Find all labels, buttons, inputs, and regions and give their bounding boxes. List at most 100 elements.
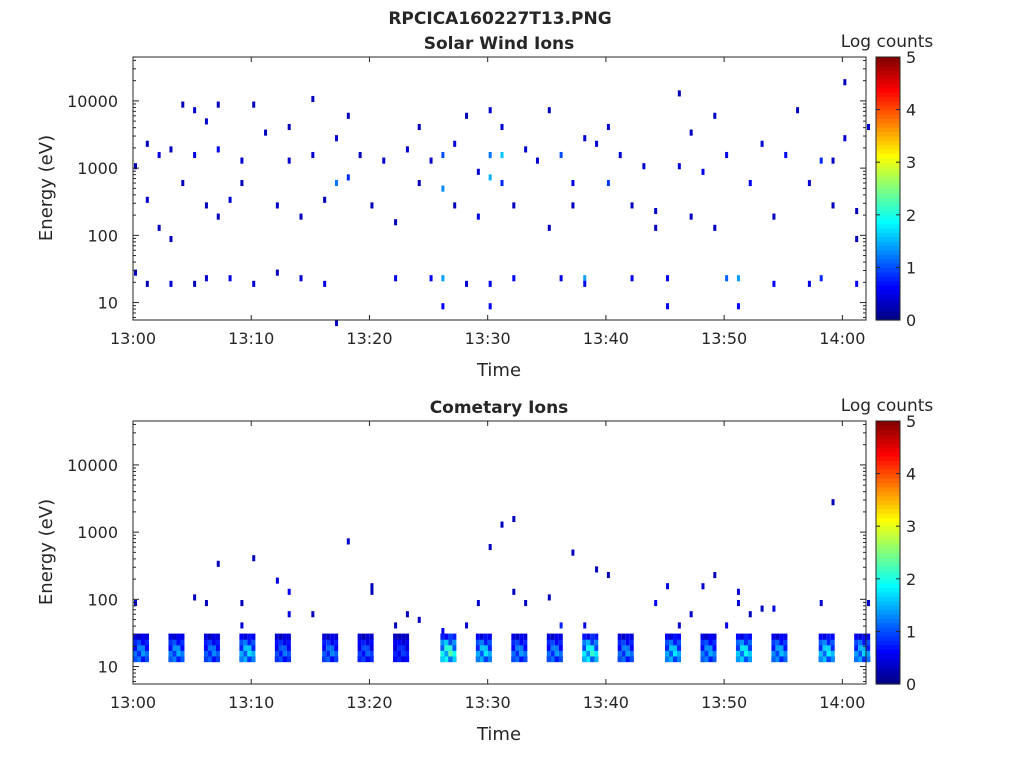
heatmap-cell (487, 639, 492, 646)
heatmap-cell (357, 633, 362, 640)
heatmap-cell (586, 655, 591, 663)
heatmap-cell (546, 655, 551, 663)
heatmap-cell (216, 146, 220, 153)
heatmap-cell (866, 644, 871, 651)
heatmap-cell (704, 644, 709, 651)
heatmap-cell (334, 633, 339, 640)
heatmap-cell (369, 650, 374, 657)
heatmap-cell (523, 644, 528, 651)
x-tick-label: 13:00 (110, 329, 156, 348)
heatmap-cell (559, 151, 563, 159)
heatmap-cell (743, 633, 748, 640)
heatmap-cell (775, 644, 780, 651)
heatmap-cell (830, 633, 835, 640)
heatmap-cell (448, 633, 453, 640)
heatmap-cell (515, 644, 520, 651)
colorbar-segment (876, 83, 900, 89)
heatmap-cell (334, 655, 339, 663)
heatmap-cell (519, 639, 524, 646)
colorbar-segment (876, 648, 900, 654)
heatmap-cell (264, 129, 268, 136)
heatmap-cell (370, 588, 374, 595)
colorbar-segment (876, 491, 900, 497)
heatmap-cell (252, 555, 256, 562)
colorbar-segment (876, 201, 900, 207)
heatmap-cell (401, 644, 406, 651)
heatmap-cell (558, 644, 563, 651)
heatmap-cell (204, 599, 208, 607)
colorbar-segment (876, 57, 900, 62)
cometary-panel: 13:00 13:10 13:20 13:30 13:40 13:50 14:00 1010… (36, 396, 933, 745)
heatmap-cell (550, 655, 555, 663)
heatmap-cell (278, 655, 283, 663)
heatmap-cell (858, 650, 863, 657)
heatmap-cell (251, 650, 256, 657)
heatmap-cell (452, 633, 457, 640)
heatmap-cell (369, 639, 374, 646)
heatmap-cell (546, 633, 551, 640)
heatmap-cell (629, 639, 634, 646)
heatmap-cell (479, 639, 484, 646)
heatmap-cell (673, 644, 678, 651)
heatmap-cell (243, 655, 248, 663)
heatmap-cell (700, 633, 705, 640)
heatmap-cell (590, 650, 595, 657)
heatmap-cell (145, 196, 149, 203)
heatmap-cell (448, 650, 453, 657)
heatmap-cell (172, 655, 177, 663)
y-axis-label: Energy (eV) (36, 499, 57, 605)
colorbar-segment (876, 78, 900, 84)
heatmap-cell (369, 644, 374, 651)
heatmap-cell (822, 650, 827, 657)
heatmap-cell (417, 179, 421, 187)
heatmap-cell (176, 655, 181, 663)
heatmap-cell (669, 655, 674, 663)
heatmap-cell (207, 633, 212, 640)
heatmap-cell (441, 275, 445, 282)
heatmap-cell (617, 655, 622, 663)
heatmap-cell (330, 639, 335, 646)
heatmap-cell (775, 650, 780, 657)
heatmap-cell (137, 655, 141, 663)
heatmap-cell (677, 639, 682, 646)
heatmap-cell (582, 655, 587, 663)
heatmap-cell (479, 655, 484, 663)
heatmap-cell (405, 650, 410, 657)
colorbar-segment (876, 131, 900, 137)
heatmap-cell (334, 179, 338, 187)
heatmap-cell (854, 633, 859, 640)
heatmap-cell (583, 135, 587, 142)
colorbar-segment (876, 293, 900, 299)
heatmap-cell (654, 207, 658, 215)
heatmap-cell (274, 650, 279, 657)
heatmap-cell (617, 650, 622, 657)
x-tick-label: 14:00 (819, 329, 865, 348)
colorbar-tick-label: 3 (906, 153, 916, 172)
heatmap-cell (771, 633, 776, 640)
heatmap-cell (286, 639, 291, 646)
heatmap-cell (216, 101, 220, 108)
heatmap-cell (240, 157, 244, 164)
heatmap-cell (712, 650, 717, 657)
heatmap-cell (358, 151, 362, 159)
heatmap-cell (134, 599, 137, 607)
heatmap-cell (594, 639, 599, 646)
heatmap-cell (211, 650, 216, 657)
heatmap-cell (487, 655, 492, 663)
colorbar-segment (876, 499, 900, 505)
colorbar-segment (876, 442, 900, 448)
colorbar-segment (876, 578, 900, 584)
heatmap-cell (689, 611, 693, 618)
colorbar-segment (876, 526, 900, 532)
colorbar-segment (876, 657, 900, 663)
heatmap-cell (393, 639, 398, 646)
heatmap-cell (783, 633, 788, 640)
heatmap-cell (180, 639, 185, 646)
heatmap-cell (779, 650, 784, 657)
heatmap-cell (677, 644, 682, 651)
heatmap-cell (405, 611, 409, 618)
heatmap-cell (775, 655, 780, 663)
heatmap-cell (677, 633, 682, 640)
heatmap-cell (590, 633, 595, 640)
heatmap-cell (818, 644, 823, 651)
